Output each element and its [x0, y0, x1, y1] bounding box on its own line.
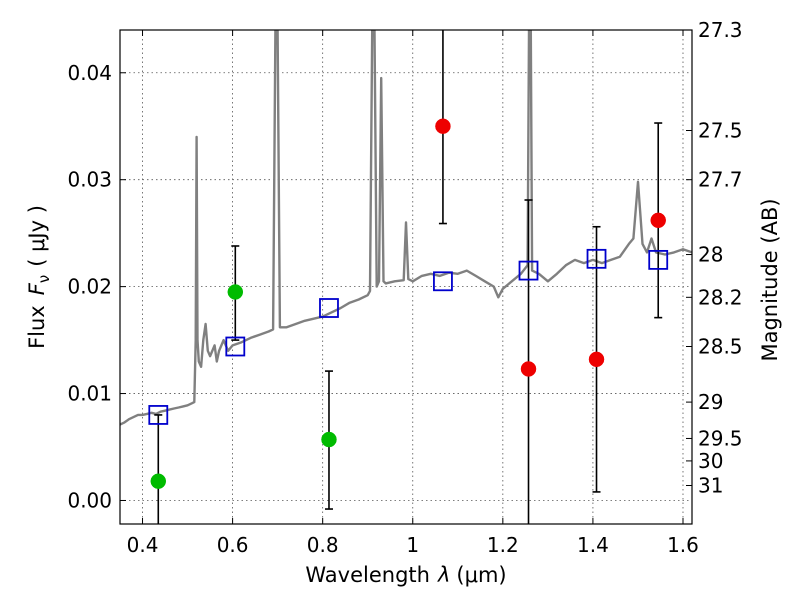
mag-tick-label: 31 — [698, 474, 723, 498]
model-photometry-box — [518, 260, 539, 281]
model-photometry-box — [225, 336, 246, 357]
observed-point-red — [588, 351, 605, 368]
observed-point-green — [321, 431, 337, 448]
mag-tick-label: 27.7 — [698, 168, 743, 192]
model-photometry-box — [586, 248, 607, 269]
x-tick-label: 1.6 — [667, 533, 699, 557]
y-axis-title-left: FluxFν( μJy ) — [25, 205, 53, 349]
observed-point-red — [520, 361, 537, 377]
mag-tick-label: 29.5 — [698, 426, 743, 450]
observed-point-red — [435, 118, 451, 134]
x-tick-label: 0.8 — [307, 533, 339, 557]
y-tick-label: 0.00 — [67, 488, 112, 512]
y-tick-label: 0.02 — [67, 275, 112, 299]
model-spectrum-line — [120, 30, 692, 426]
mag-tick-label: 28.5 — [698, 335, 743, 359]
y-tick-label: 0.03 — [67, 168, 112, 192]
x-tick-label: 0.6 — [217, 533, 249, 557]
x-tick-label: 1 — [406, 533, 419, 557]
observed-point-red — [650, 212, 666, 229]
model-photometry-box — [319, 298, 339, 318]
x-tick-label: 0.4 — [127, 533, 159, 557]
mag-tick-label: 27.5 — [698, 119, 743, 143]
model-photometry-box — [148, 405, 169, 425]
model-photometry-box — [433, 271, 453, 292]
plot-frame — [119, 29, 693, 525]
mag-tick-label: 27.3 — [698, 18, 743, 42]
x-axis: 0.4 0.6 0.8 1 1.2 1.4 1.6 — [127, 30, 699, 557]
observed-point-green — [150, 473, 167, 489]
x-tick-label: 1.4 — [577, 533, 609, 557]
y-tick-label: 0.01 — [67, 382, 112, 406]
mag-tick-label: 30 — [698, 449, 723, 473]
x-axis-title: Wavelength λ (μm) — [305, 563, 506, 587]
mag-tick-label: 28.2 — [698, 285, 743, 309]
plot-data-layer — [120, 30, 692, 524]
x-tick-label: 1.2 — [487, 533, 519, 557]
observed-point-green — [227, 284, 244, 300]
model-photometry-box — [648, 249, 669, 270]
y-tick-label: 0.04 — [67, 61, 112, 85]
mag-tick-label: 28 — [698, 243, 723, 267]
y-axis-left: 0.00 0.01 0.02 0.03 0.04 — [67, 61, 126, 512]
grid-lines — [120, 30, 692, 524]
mag-tick-label: 29 — [698, 390, 723, 414]
y-axis-title-right: Magnitude (AB) — [758, 198, 782, 361]
